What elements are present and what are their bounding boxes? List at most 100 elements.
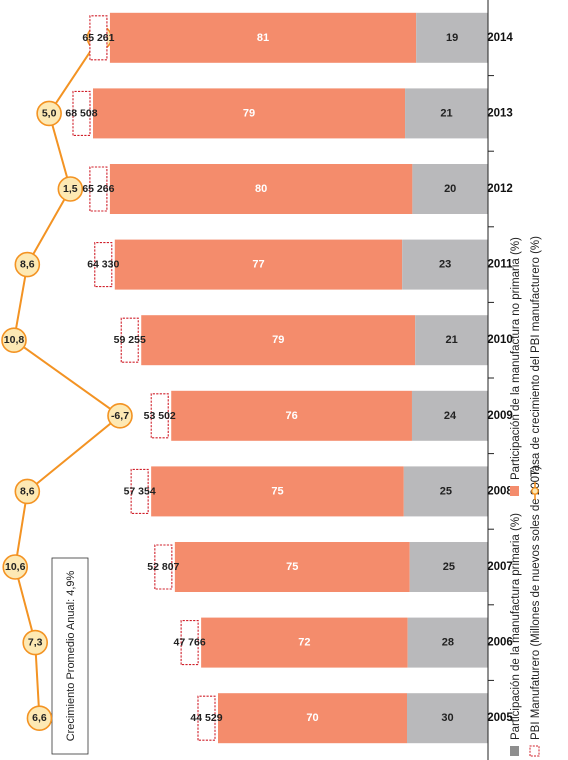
bar-non-primary-2005 <box>218 693 407 744</box>
tick-label-2008: 2008 <box>487 485 513 497</box>
tick-label-2007: 2007 <box>487 561 513 573</box>
category-axis: 2005 2006 2007 2008 2009 2010 2011 2012 2013 2014 <box>487 32 513 724</box>
data-label-primary-2013: 21 <box>440 107 452 119</box>
growth-label-2009: -6,7 <box>111 410 129 422</box>
bar-non-primary-2006 <box>201 617 408 668</box>
pbi-label-2012: 65 266 <box>82 183 114 195</box>
growth-label-2008: 8,6 <box>20 485 35 497</box>
growth-label-2006: 7,3 <box>28 637 43 649</box>
bar-primary-2006 <box>407 617 488 668</box>
pbi-label-box-2013 <box>72 90 91 136</box>
pbi-label-2011: 64 330 <box>87 259 119 271</box>
growth-point-2012 <box>57 176 84 202</box>
growth-point-2009 <box>107 402 133 429</box>
bar-non-primary-2013 <box>93 88 406 139</box>
growth-point-2005 <box>26 705 53 732</box>
data-label-primary-2012: 20 <box>444 183 456 195</box>
pbi-label-box-2007 <box>154 544 173 590</box>
tick-label-2011: 2011 <box>488 259 514 271</box>
growth-label-2013: 5,0 <box>42 107 57 119</box>
bar-non-primary-2012 <box>109 164 413 214</box>
data-label-non-primary-2011: 77 <box>252 259 264 271</box>
growth-point-2010 <box>1 327 27 354</box>
pbi-label-box-2009 <box>150 393 169 439</box>
pbi-label-box-2012 <box>89 166 108 212</box>
data-label-primary-2006: 28 <box>442 637 454 649</box>
tick-label-2010: 2010 <box>487 334 513 346</box>
data-label-non-primary-2014: 81 <box>257 32 269 44</box>
growth-point-2007 <box>2 554 29 580</box>
data-label-non-primary-2012: 80 <box>255 183 267 195</box>
growth-label-2011: 8,6 <box>20 259 35 271</box>
pbi-label-box-2006 <box>180 620 199 666</box>
pbi-label-box-2008 <box>130 468 149 514</box>
bar-primary-2009 <box>411 390 489 441</box>
growth-label-2010: 10,8 <box>4 334 25 346</box>
tick-label-2012: 2012 <box>487 183 513 195</box>
data-label-non-primary-2006: 72 <box>298 637 310 649</box>
data-label-primary-2007: 25 <box>443 561 455 573</box>
growth-point-2011 <box>14 251 41 278</box>
legend-swatch-growth-marker <box>531 487 539 495</box>
tick-label-2005: 2005 <box>487 712 513 724</box>
legend-swatch-primary <box>510 746 519 756</box>
growth-label-2012: 1,5 <box>63 183 78 195</box>
data-label-non-primary-2007: 75 <box>286 561 298 573</box>
growth-point-2008 <box>14 478 41 505</box>
tick-label-2014: 2014 <box>487 32 513 44</box>
bar-primary-2013 <box>405 88 488 139</box>
bar-primary-2014 <box>416 12 488 63</box>
bar-non-primary-2007 <box>174 542 410 592</box>
bar-non-primary-2011 <box>114 239 403 290</box>
bar-primary-2011 <box>402 239 488 290</box>
pbi-label-box-2014 <box>89 15 108 61</box>
growth-label-2005: 6,6 <box>32 712 47 724</box>
legend-label-growth: Tasa de crecimiento del PBI manufacturer… <box>530 236 542 477</box>
tick-label-2013: 2013 <box>487 107 513 119</box>
annotation-box: Crecimiento Promedio Anual: 4,9% <box>51 557 89 755</box>
data-label-non-primary-2013: 79 <box>243 107 255 119</box>
legend: Participación de la manufactura primaria… <box>510 236 542 757</box>
growth-point-2006 <box>22 629 49 656</box>
data-label-primary-2014: 19 <box>446 32 458 44</box>
pbi-label-box-2010 <box>120 317 139 363</box>
growth-label-2007: 10,6 <box>5 561 26 573</box>
bar-non-primary-2014 <box>109 12 417 63</box>
bar-primary-2007 <box>409 542 488 592</box>
data-label-primary-2010: 21 <box>445 334 457 346</box>
legend-label-primary: Participación de la manufactura primaria… <box>510 513 522 740</box>
legend-swatch-non-primary <box>510 486 519 496</box>
growth-point-2013 <box>36 100 62 127</box>
pbi-label-2007: 52 807 <box>147 561 179 573</box>
bar-primary-2008 <box>403 466 489 517</box>
legend-label-non-primary: Participación de la manufactura no prima… <box>510 237 522 480</box>
data-label-primary-2011: 23 <box>439 259 451 271</box>
bar-primary-2010 <box>415 315 488 366</box>
tick-label-2009: 2009 <box>487 410 513 422</box>
growth-line-path <box>12 37 122 719</box>
pbi-label-2014: 65 261 <box>82 32 114 44</box>
pbi-label-box-2005 <box>197 695 216 741</box>
pbi-label-2010: 59 255 <box>114 334 146 346</box>
legend-swatch-pbi <box>529 745 540 757</box>
annotation-text: Crecimiento Promedio Anual: 4,9% <box>65 570 77 741</box>
pbi-label-2009: 53 502 <box>144 410 176 422</box>
bar-primary-2005 <box>407 693 488 744</box>
data-label-non-primary-2005: 70 <box>306 712 318 724</box>
pbi-label-2005: 44 529 <box>190 712 222 724</box>
bars-layer: 70 30 72 28 75 25 75 25 76 24 79 21 77 23 80 20 79 21 81 19 <box>93 12 489 744</box>
bar-non-primary-2009 <box>171 390 412 441</box>
pbi-label-2008: 57 354 <box>124 485 156 497</box>
data-label-primary-2009: 24 <box>444 410 457 422</box>
pbi-labels-layer: 44 529 47 766 52 807 57 354 53 502 59 255 64 3… <box>65 15 223 741</box>
data-label-primary-2008: 25 <box>440 485 452 497</box>
bar-non-primary-2010 <box>141 315 416 366</box>
legend-label-pbi: PBI Manufaturero (Millones de nuevos sol… <box>530 466 542 740</box>
bar-primary-2012 <box>412 164 488 214</box>
data-label-primary-2005: 30 <box>441 712 453 724</box>
data-label-non-primary-2010: 79 <box>272 334 284 346</box>
data-label-non-primary-2009: 76 <box>285 410 297 422</box>
tick-label-2006: 2006 <box>487 637 513 649</box>
bar-non-primary-2008 <box>151 466 404 517</box>
